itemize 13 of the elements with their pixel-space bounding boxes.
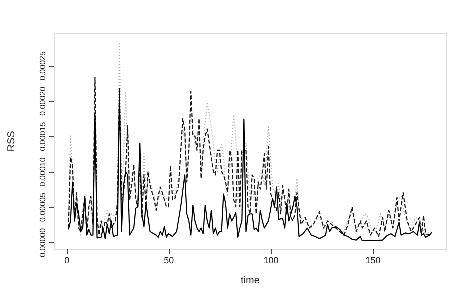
x-axis-title: time bbox=[241, 276, 260, 286]
y-tick-label: 0.00015 bbox=[38, 122, 48, 152]
y-tick-label: 0.00020 bbox=[38, 86, 48, 116]
x-tick-label: 0 bbox=[64, 256, 70, 266]
y-axis-title: RSS bbox=[6, 130, 18, 152]
x-tick-label: 150 bbox=[366, 256, 381, 266]
x-tick-label: 50 bbox=[164, 256, 174, 266]
line-series bbox=[68, 42, 430, 238]
y-tick-label: 0.00005 bbox=[38, 192, 48, 222]
y-tick-label: 0.00010 bbox=[38, 157, 48, 187]
x-tick-label: 100 bbox=[264, 256, 279, 266]
y-tick-label: 0.00025 bbox=[38, 51, 48, 81]
y-tick-label: 0.00000 bbox=[38, 228, 48, 258]
